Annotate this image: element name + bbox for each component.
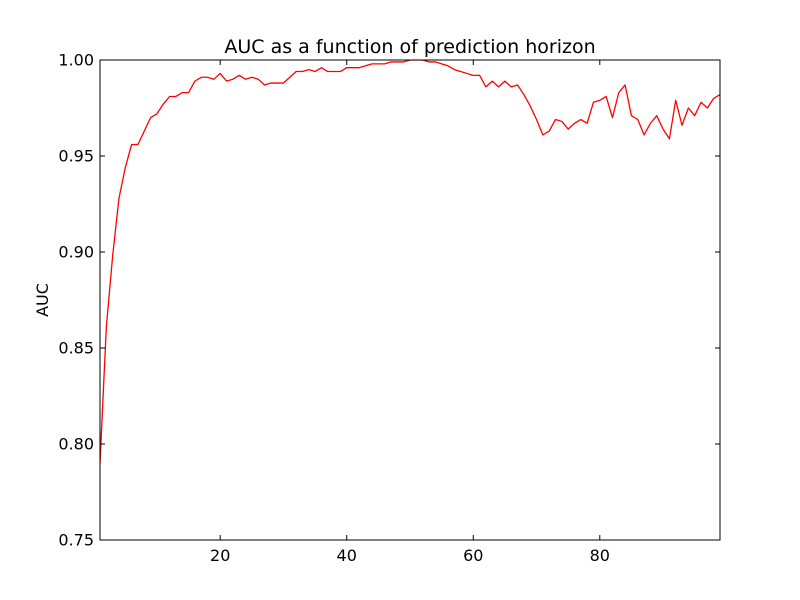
y-tick-label: 0.90 <box>58 243 94 262</box>
y-axis-label: AUC <box>33 283 52 317</box>
plot-area: 0.75 0.80 0.85 0.90 0.95 1.00 20 40 60 80 <box>58 51 721 565</box>
y-tick-label: 0.75 <box>58 531 94 550</box>
x-tick-label: 40 <box>337 546 357 565</box>
y-tick-label: 0.85 <box>58 339 94 358</box>
x-tick-label: 20 <box>210 546 230 565</box>
x-tick-label: 80 <box>590 546 610 565</box>
y-tick-label: 0.95 <box>58 147 94 166</box>
plot-frame <box>99 59 721 541</box>
series-line-0 <box>100 60 720 464</box>
y-tick-label: 1.00 <box>58 51 94 70</box>
y-tick-label: 0.80 <box>58 435 94 454</box>
chart-title: AUC as a function of prediction horizon <box>224 36 595 58</box>
x-tick-label: 60 <box>463 546 483 565</box>
